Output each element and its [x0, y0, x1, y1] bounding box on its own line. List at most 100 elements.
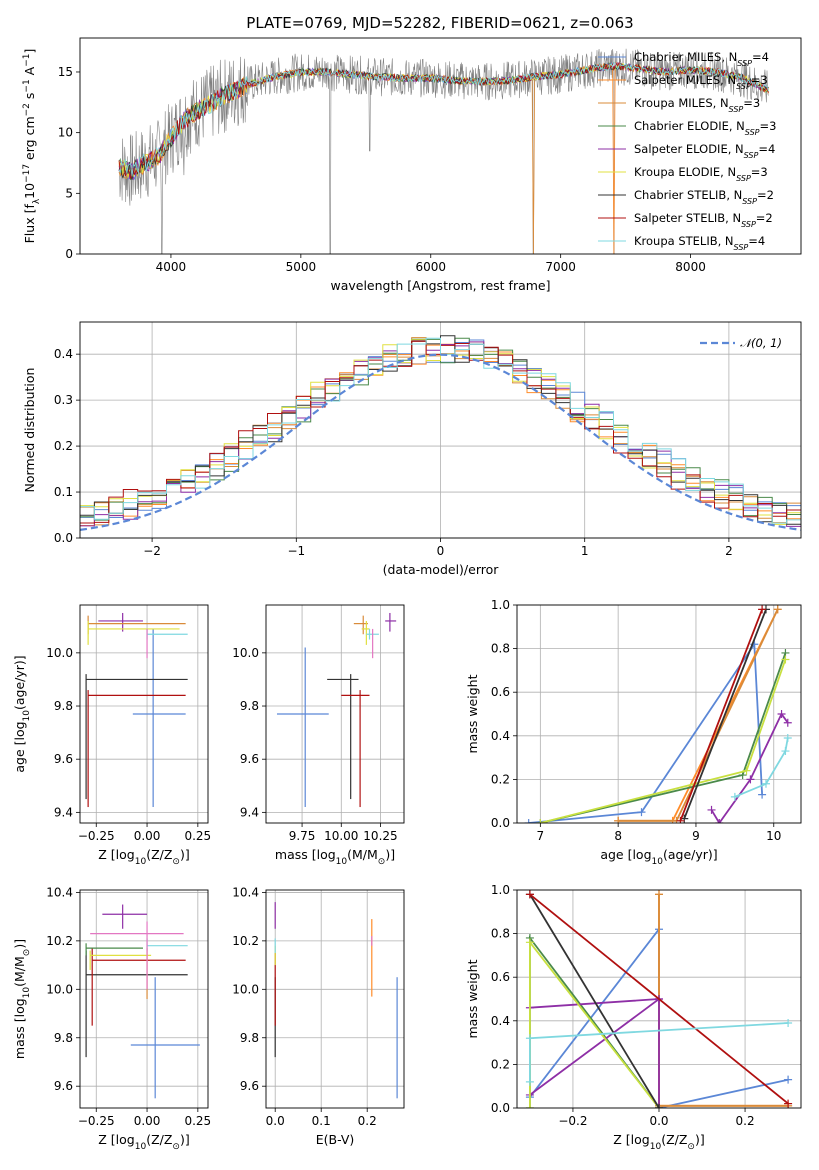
weight-marker: [525, 1034, 534, 1043]
axes-frame: [516, 889, 802, 1109]
axes-frame: [516, 604, 802, 824]
errorbar-point: [130, 977, 200, 1099]
x-tick-label: 0.25: [184, 1114, 211, 1128]
y-tick-label: 0.8: [491, 642, 510, 656]
y-tick-label: 0.8: [491, 927, 510, 941]
y-tick-label: 0.2: [491, 772, 510, 786]
weight-line: [540, 652, 787, 823]
weight-line: [529, 997, 660, 1108]
weight-line: [734, 737, 789, 798]
weight-marker: [781, 655, 790, 664]
residual-histogram: [80, 339, 801, 525]
axes-frame: [79, 37, 802, 255]
x-tick-label: 0.2: [358, 1114, 377, 1128]
x-tick-label: 0.1: [312, 1114, 331, 1128]
x-tick-label: 7: [537, 829, 545, 843]
weight-marker: [773, 605, 782, 614]
y-axis-label: age [log10(age/yr)]: [12, 655, 32, 772]
y-tick-label: 10.4: [232, 885, 259, 899]
x-tick-label: 4000: [156, 260, 187, 274]
x-tick-label: 8000: [675, 260, 706, 274]
weight-line: [529, 893, 789, 1105]
weight-marker: [637, 808, 646, 817]
y-tick-label: 9.6: [240, 1079, 259, 1093]
x-axis-label: mass [log10(M/M⊙)]: [275, 847, 395, 867]
plot-area: [85, 904, 200, 1099]
weight-line: [683, 609, 767, 819]
weight-marker: [783, 718, 792, 727]
axes-frame: [79, 604, 209, 824]
weight-marker: [758, 605, 767, 614]
weight-marker: [655, 1104, 663, 1108]
legend-entry: 𝒩(0, 1): [740, 336, 782, 350]
plot-area: [274, 902, 398, 1099]
x-tick-label: 6000: [415, 260, 446, 274]
legend-entry: Chabrier MILES, NSSP=4: [634, 50, 769, 68]
x-tick-label: 8: [614, 829, 622, 843]
y-tick-label: 10.0: [232, 982, 259, 996]
y-tick-label: 0.0: [491, 1101, 510, 1115]
y-tick-label: 0.2: [491, 1057, 510, 1071]
weight-marker: [676, 816, 685, 823]
weight-marker: [761, 779, 770, 788]
model-spectrum: [118, 62, 769, 177]
legend-entry: Kroupa MILES, NSSP=3: [634, 96, 760, 114]
x-axis-label: wavelength [Angstrom, rest frame]: [330, 278, 550, 293]
plot-area: [118, 48, 769, 254]
y-tick-label: 0.6: [491, 970, 510, 984]
errorbar-point: [89, 950, 152, 970]
x-tick-label: 1: [581, 544, 589, 558]
weight-marker: [715, 819, 724, 823]
weight-marker: [655, 890, 663, 899]
errorbar-point: [276, 647, 329, 808]
weight-marker: [525, 1077, 534, 1086]
x-tick-label: 0.25: [184, 829, 211, 843]
y-tick-label: 0.1: [54, 485, 73, 499]
y-tick-label: 10.2: [46, 934, 73, 948]
x-tick-label: 0.0: [266, 1114, 285, 1128]
y-tick-label: 0: [65, 247, 73, 261]
legend-entry: Kroupa STELIB, NSSP=4: [634, 234, 765, 252]
x-axis-label: Z [log10(Z/Z⊙)]: [98, 847, 189, 867]
x-tick-label: 10.25: [363, 829, 397, 843]
weight-marker: [784, 1099, 793, 1108]
y-tick-label: 0.4: [491, 729, 510, 743]
plot-area: [80, 335, 801, 531]
figure-title: PLATE=0769, MJD=52282, FIBERID=0621, z=0…: [246, 14, 633, 32]
x-tick-label: 0.2: [736, 1114, 755, 1128]
weight-marker: [707, 805, 716, 814]
y-tick-label: 9.4: [54, 805, 73, 819]
x-tick-label: −0.25: [78, 1114, 115, 1128]
weight-marker: [524, 819, 533, 823]
weight-marker: [614, 816, 623, 823]
weight-marker: [536, 819, 545, 823]
x-tick-label: 0.00: [134, 1114, 161, 1128]
x-tick-label: 2: [725, 544, 733, 558]
weight-marker: [525, 938, 534, 947]
y-tick-label: 9.6: [54, 752, 73, 766]
y-axis-label: mass weight: [465, 674, 480, 753]
legend-entry: Chabrier STELIB, NSSP=2: [634, 188, 774, 206]
errorbar-point: [385, 612, 397, 632]
weight-line: [540, 659, 787, 823]
plot-area: [85, 612, 188, 808]
y-axis-label: mass [log10(M/M⊙)]: [12, 939, 32, 1059]
legend-entry: Salpeter STELIB, NSSP=2: [634, 211, 773, 229]
errorbar-point: [85, 674, 188, 800]
weight-marker: [784, 1075, 793, 1084]
chart-mass-vs-z: −0.25 0.00 0.25 9.6 9.8 10.0 10.2 10.4 Z [log10(…: [12, 885, 211, 1152]
y-tick-label: 10.0: [46, 646, 73, 660]
y-tick-label: 0.4: [491, 1014, 510, 1028]
legend-entry: Kroupa ELODIE, NSSP=3: [634, 165, 768, 183]
chart-weight-vs-z: −0.2 0.0 0.2 0.0 0.2 0.4 0.6 0.8 1.0 Z [log10(Z/Z…: [465, 883, 802, 1152]
x-tick-label: 5000: [286, 260, 317, 274]
axes-frame: [79, 321, 802, 539]
y-tick-label: 9.6: [54, 1079, 73, 1093]
axes-frame: [265, 604, 405, 824]
y-tick-label: 0.3: [54, 393, 73, 407]
axes-frame: [265, 889, 405, 1109]
y-tick-label: 0.6: [491, 685, 510, 699]
weight-marker: [783, 733, 792, 742]
errorbar-point: [102, 904, 148, 929]
